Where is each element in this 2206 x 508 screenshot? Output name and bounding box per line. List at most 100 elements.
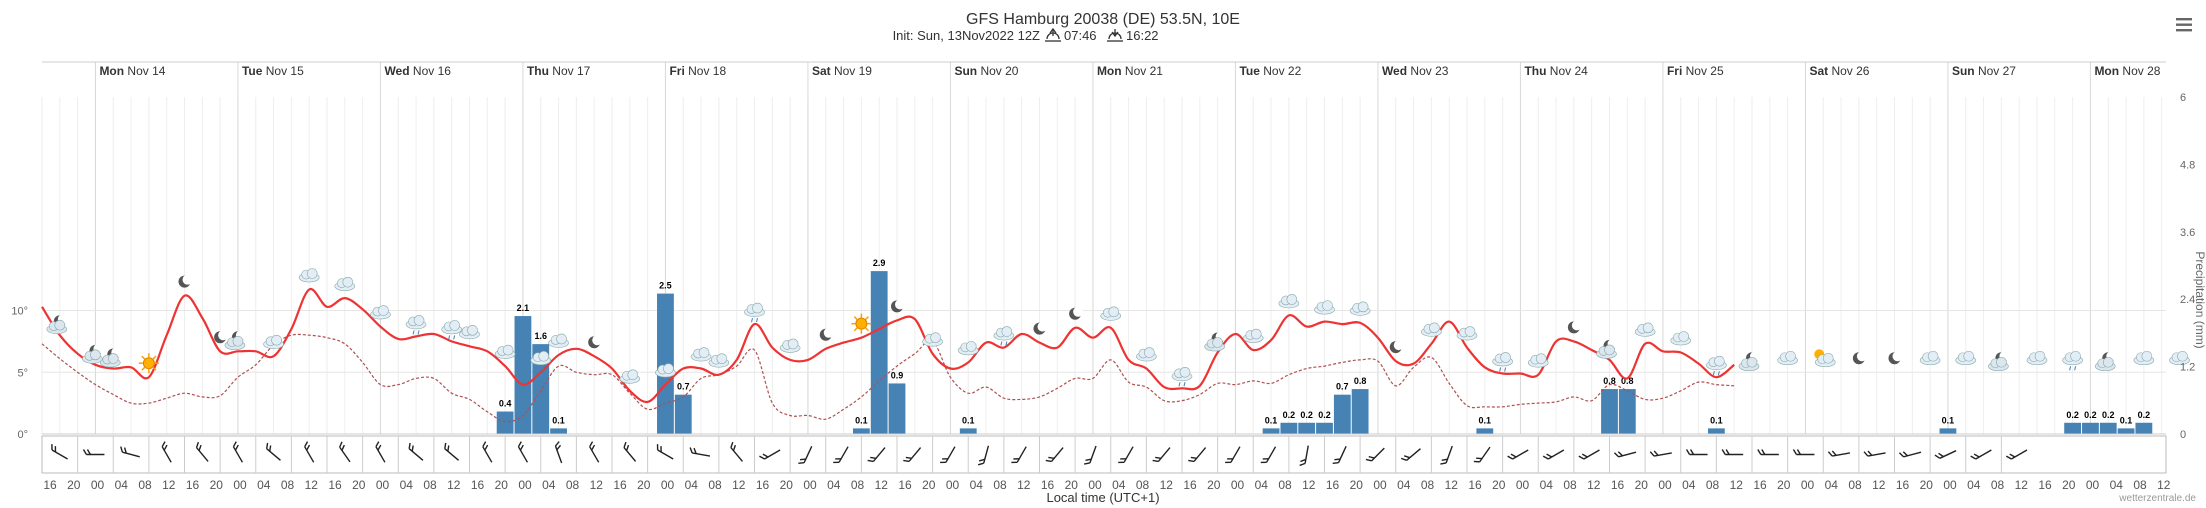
precip-value-label: 0.1 <box>1710 415 1723 425</box>
wind-barb-feather <box>1613 452 1620 458</box>
wind-row-box <box>41 435 2167 474</box>
precip-value-label: 0.2 <box>2102 410 2115 420</box>
wind-barb-feather <box>86 449 92 455</box>
wind-barb-shaft <box>1583 449 1600 460</box>
wind-barb-icon <box>51 444 68 460</box>
cloud-rain-icon <box>1492 352 1513 372</box>
hour-tick-label: 04 <box>1397 478 1411 492</box>
cloud-shape <box>54 319 66 331</box>
sun-ray <box>141 366 146 371</box>
hour-tick-label: 16 <box>1326 478 1340 492</box>
wind-barb-feather <box>1938 452 1944 458</box>
wind-barb-shaft <box>1406 448 1421 461</box>
cloud-shape <box>1678 331 1690 342</box>
day-label: Tue Nov 15 <box>242 64 304 78</box>
moon-icon <box>819 327 834 341</box>
cloud-icon <box>1136 347 1157 362</box>
sunset-time: 16:22 <box>1126 28 1159 43</box>
wind-barb-shaft <box>1975 449 1992 460</box>
wind-barb-feather <box>1902 451 1908 457</box>
sun-ray <box>853 316 858 320</box>
y-tick-label-right: 6 <box>2180 92 2186 104</box>
hour-tick-label: 08 <box>2133 478 2147 492</box>
precip-bar <box>852 428 870 434</box>
chart-menu-button[interactable] <box>2174 14 2196 36</box>
rain-drop <box>666 378 669 383</box>
hour-tick-label: 04 <box>1112 478 1126 492</box>
wind-barb-feather <box>589 441 594 448</box>
cloud-shape <box>467 325 478 336</box>
precip-bar <box>674 394 692 434</box>
hour-tick-label: 20 <box>352 478 366 492</box>
wind-barb-icon <box>482 441 493 463</box>
sunrise-time: 07:46 <box>1064 28 1097 43</box>
hour-tick-label: 12 <box>1302 478 1316 492</box>
wind-barb-feather <box>1048 456 1055 460</box>
wind-barb-icon <box>1152 447 1171 463</box>
hour-tick-label: 00 <box>803 478 817 492</box>
rain-drop <box>1000 341 1003 346</box>
wind-barb-feather <box>447 445 450 452</box>
wind-barb-feather <box>1792 449 1798 455</box>
hour-tick-label: 16 <box>1896 478 1910 492</box>
precip-value-label: 0.7 <box>677 382 690 392</box>
hour-tick-label: 20 <box>495 478 509 492</box>
hour-tick-label: 12 <box>1160 478 1174 492</box>
moon-icon <box>178 274 193 288</box>
wind-barb-shaft <box>764 449 781 460</box>
wind-barb-feather <box>411 445 414 452</box>
precip-value-label: 0.8 <box>1354 376 1367 386</box>
wind-barb-feather <box>2005 455 2012 460</box>
hour-tick-label: 08 <box>708 478 722 492</box>
cloud-shape <box>1357 301 1369 313</box>
cloud-rain-icon <box>530 350 552 371</box>
wind-barb-feather <box>234 444 239 451</box>
wind-barb-icon <box>1188 447 1207 463</box>
wind-barb-icon <box>1613 451 1637 458</box>
moon-cloud-icon <box>46 314 68 335</box>
wind-barb-feather <box>82 449 88 455</box>
precip-bar <box>888 383 906 434</box>
precip-bar <box>870 271 888 434</box>
moon-icon <box>1567 320 1582 334</box>
hour-tick-label: 20 <box>1635 478 1649 492</box>
axes: 0° 5° 10° 0 1.2 2.4 3.6 4.8 6 <box>11 92 2195 441</box>
precip-value-label: 0.1 <box>1942 415 1955 425</box>
wind-barb-feather <box>51 444 53 451</box>
wind-barb-icon <box>1400 448 1421 461</box>
cloud-icon <box>334 276 356 291</box>
hour-tick-label: 12 <box>1587 478 1601 492</box>
wind-barb-shaft <box>1371 447 1385 462</box>
cloud-shape <box>1822 352 1834 364</box>
wind-barb-feather <box>1334 458 1341 461</box>
x-axis-title: Local time (UTC+1) <box>1046 490 1159 505</box>
wind-barb-feather <box>1898 452 1905 458</box>
cloud-shape <box>342 276 354 288</box>
hour-tick-label: 00 <box>2086 478 2100 492</box>
cloud-icon <box>2169 350 2190 366</box>
hour-tick-label: 08 <box>1991 478 2005 492</box>
hour-tick-label: 12 <box>1730 478 1744 492</box>
day-label: Wed Nov 23 <box>1382 64 1449 78</box>
wind-barb-feather <box>1757 449 1762 455</box>
hour-tick-label: 04 <box>685 478 699 492</box>
y-tick-label-right: 0 <box>2180 429 2186 441</box>
wind-barb-feather <box>1685 449 1691 455</box>
hour-tick-label: 20 <box>210 478 224 492</box>
wind-barb-feather <box>120 446 124 453</box>
wind-barb-feather <box>54 446 57 453</box>
cloud-icon <box>690 347 712 362</box>
cloud-rain-icon <box>1706 355 1727 376</box>
wind-barb-shaft <box>1479 446 1491 463</box>
moon-shadow <box>1393 340 1404 351</box>
hour-tick-label: 04 <box>1540 478 1554 492</box>
wind-barb-feather <box>1440 462 1447 465</box>
moon-shadow <box>182 274 193 285</box>
hour-tick-label: 16 <box>186 478 200 492</box>
wind-barb-shaft <box>983 445 990 464</box>
wind-barb-icon <box>1260 446 1277 464</box>
day-labels: Mon Nov 14 Tue Nov 15 Wed Nov 16 Thu Nov 17… <box>42 61 2166 78</box>
hour-tick-label: 12 <box>2015 478 2029 492</box>
hour-tick-label: 04 <box>115 478 129 492</box>
wind-barb-shaft <box>1512 449 1529 460</box>
